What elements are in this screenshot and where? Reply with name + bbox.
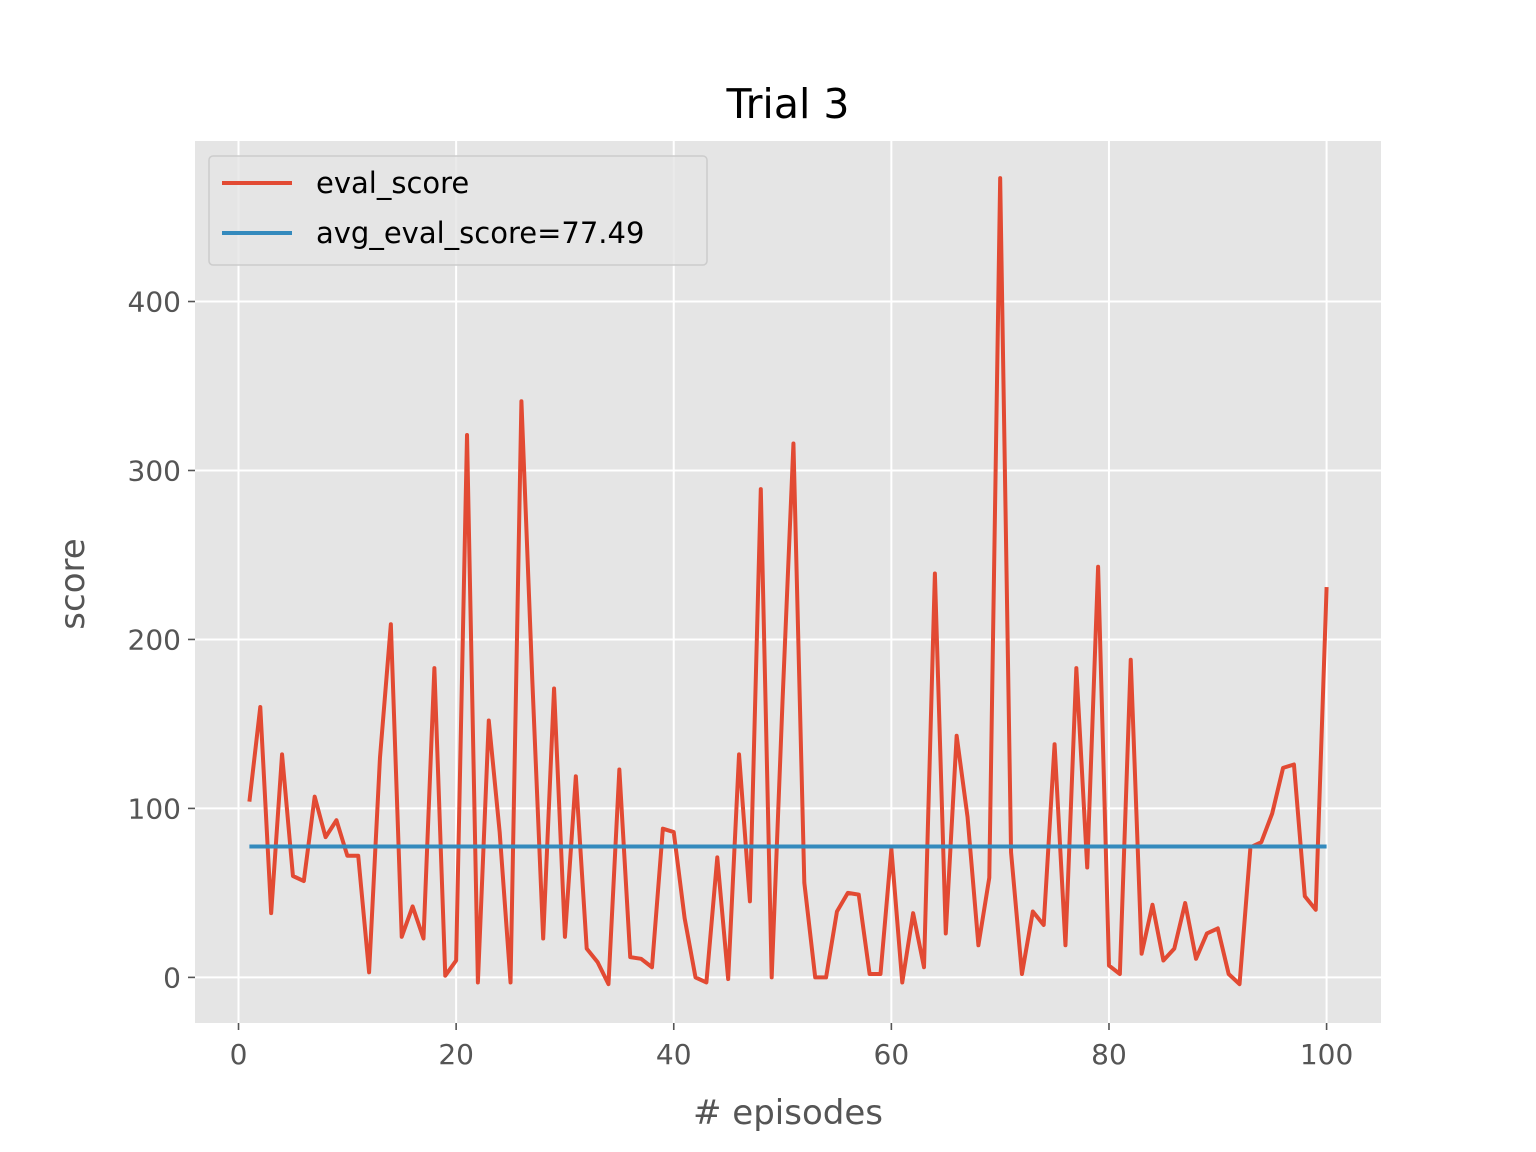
x-axis-label: # episodes (693, 1093, 883, 1133)
x-tick-label: 0 (230, 1038, 248, 1071)
x-tick-label: 80 (1091, 1038, 1127, 1071)
y-tick-label: 100 (128, 792, 181, 825)
axis-ticks: 0 20 40 60 80 100 0 100 200 300 400 (128, 286, 1354, 1071)
legend-label-eval-score: eval_score (316, 166, 469, 200)
legend-box (208, 155, 708, 266)
y-tick-label: 400 (128, 286, 181, 319)
legend-label-avg-eval-score: avg_eval_score=77.49 (316, 216, 644, 250)
series-layer (247, 176, 1329, 987)
x-tick-label: 40 (656, 1038, 692, 1071)
y-tick-label: 300 (128, 454, 181, 487)
y-axis-label: score (53, 538, 93, 629)
chart-title: Trial 3 (726, 80, 850, 128)
series-line-eval-score (247, 176, 1329, 987)
x-tick-label: 60 (874, 1038, 910, 1071)
y-tick-label: 0 (163, 961, 181, 994)
legend: eval_score avg_eval_score=77.49 (208, 155, 708, 266)
x-tick-label: 20 (438, 1038, 474, 1071)
x-tick-label: 100 (1300, 1038, 1353, 1071)
y-tick-label: 200 (128, 623, 181, 656)
